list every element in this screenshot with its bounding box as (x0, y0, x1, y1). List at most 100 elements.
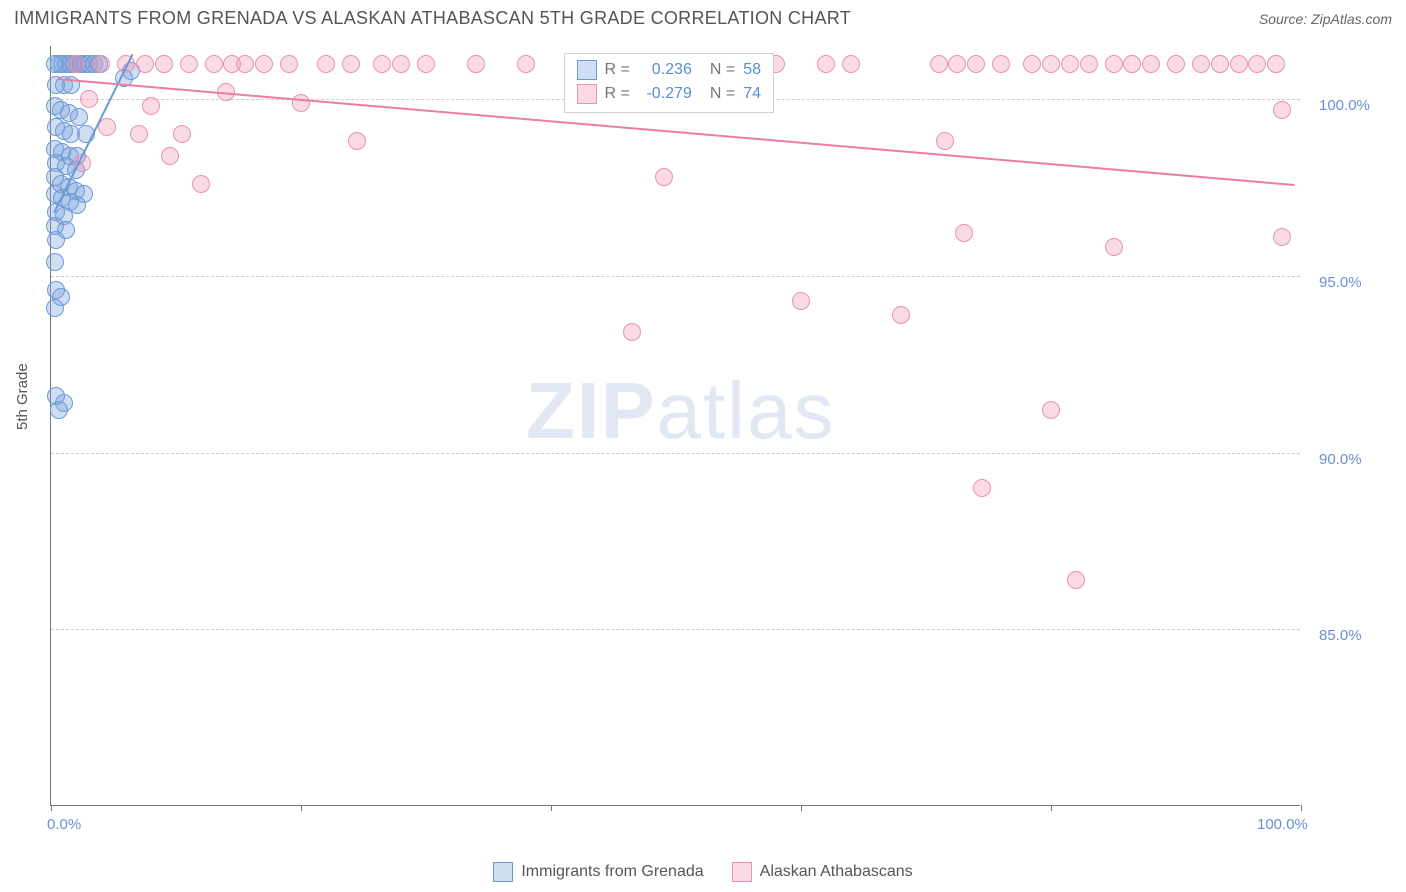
data-point (236, 55, 254, 73)
watermark-light: atlas (656, 366, 835, 455)
data-point (373, 55, 391, 73)
data-point (392, 55, 410, 73)
x-tick (1051, 805, 1052, 811)
data-point (817, 55, 835, 73)
data-point (255, 55, 273, 73)
data-point (205, 55, 223, 73)
data-point (1267, 55, 1285, 73)
data-point (892, 306, 910, 324)
data-point (70, 108, 88, 126)
y-tick-label: 85.0% (1319, 627, 1362, 644)
stats-legend: R =0.236N =58R =-0.279N =74 (564, 53, 774, 113)
data-point (417, 55, 435, 73)
x-tick (51, 805, 52, 811)
legend-label: Immigrants from Grenada (521, 863, 703, 880)
legend-n-label: N = (710, 61, 735, 79)
data-point (180, 55, 198, 73)
legend-swatch (577, 60, 597, 80)
legend-n-value: 58 (743, 61, 761, 79)
data-point (192, 175, 210, 193)
data-point (342, 55, 360, 73)
data-point (655, 168, 673, 186)
data-point (47, 231, 65, 249)
data-point (130, 125, 148, 143)
y-tick-label: 95.0% (1319, 274, 1362, 291)
y-tick-label: 90.0% (1319, 451, 1362, 468)
data-point (842, 55, 860, 73)
data-point (1067, 571, 1085, 589)
data-point (955, 224, 973, 242)
data-point (1123, 55, 1141, 73)
data-point (967, 55, 985, 73)
data-point (80, 90, 98, 108)
data-point (1105, 238, 1123, 256)
watermark: ZIPatlas (526, 365, 835, 457)
data-point (142, 97, 160, 115)
y-tick-label: 100.0% (1319, 97, 1370, 114)
x-tick-label: 100.0% (1257, 816, 1308, 833)
legend-r-label: R = (605, 61, 630, 79)
data-point (161, 147, 179, 165)
data-point (1023, 55, 1041, 73)
chart-title: IMMIGRANTS FROM GRENADA VS ALASKAN ATHAB… (14, 8, 851, 29)
data-point (1167, 55, 1185, 73)
data-point (292, 94, 310, 112)
data-point (1105, 55, 1123, 73)
legend-r-label: R = (605, 85, 630, 103)
data-point (155, 55, 173, 73)
data-point (46, 299, 64, 317)
data-point (1061, 55, 1079, 73)
legend-n-value: 74 (743, 85, 761, 103)
data-point (173, 125, 191, 143)
data-point (98, 118, 116, 136)
chart-source: Source: ZipAtlas.com (1259, 11, 1392, 27)
scatter-chart: ZIPatlas 85.0%90.0%95.0%100.0%0.0%100.0%… (50, 46, 1300, 806)
data-point (280, 55, 298, 73)
gridline (51, 629, 1300, 630)
bottom-legend: Immigrants from Grenada Alaskan Athabasca… (0, 862, 1406, 882)
data-point (973, 479, 991, 497)
data-point (1080, 55, 1098, 73)
data-point (623, 323, 641, 341)
data-point (50, 401, 68, 419)
data-point (1042, 401, 1060, 419)
data-point (1042, 55, 1060, 73)
data-point (1142, 55, 1160, 73)
data-point (92, 55, 110, 73)
data-point (792, 292, 810, 310)
data-point (46, 253, 64, 271)
data-point (1230, 55, 1248, 73)
legend-swatch (493, 862, 513, 882)
legend-n-label: N = (710, 85, 735, 103)
gridline (51, 453, 1300, 454)
legend-swatch (732, 862, 752, 882)
data-point (136, 55, 154, 73)
chart-header: IMMIGRANTS FROM GRENADA VS ALASKAN ATHAB… (0, 0, 1406, 39)
bottom-legend-item: Immigrants from Grenada (493, 862, 703, 882)
legend-swatch (577, 84, 597, 104)
data-point (1211, 55, 1229, 73)
legend-label: Alaskan Athabascans (760, 863, 913, 880)
x-tick (1301, 805, 1302, 811)
data-point (517, 55, 535, 73)
data-point (930, 55, 948, 73)
data-point (348, 132, 366, 150)
y-axis-label: 5th Grade (14, 363, 31, 430)
data-point (317, 55, 335, 73)
x-tick-label: 0.0% (47, 816, 81, 833)
data-point (67, 55, 85, 73)
data-point (948, 55, 966, 73)
x-tick (551, 805, 552, 811)
data-point (467, 55, 485, 73)
bottom-legend-item: Alaskan Athabascans (732, 862, 913, 882)
data-point (1273, 228, 1291, 246)
data-point (992, 55, 1010, 73)
x-tick (301, 805, 302, 811)
gridline (51, 276, 1300, 277)
data-point (1273, 101, 1291, 119)
data-point (936, 132, 954, 150)
legend-r-value: 0.236 (638, 61, 692, 79)
watermark-bold: ZIP (526, 366, 656, 455)
data-point (1248, 55, 1266, 73)
data-point (1192, 55, 1210, 73)
